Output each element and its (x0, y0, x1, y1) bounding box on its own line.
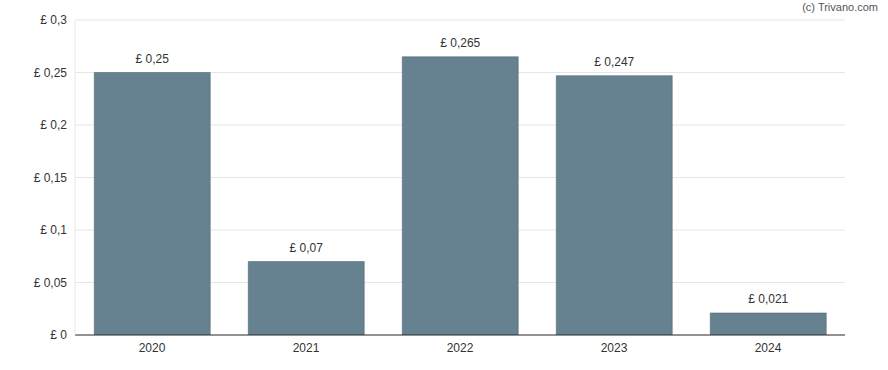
svg-text:£ 0,247: £ 0,247 (594, 55, 634, 69)
svg-text:2023: 2023 (601, 341, 628, 355)
svg-text:£ 0,05: £ 0,05 (34, 276, 68, 290)
svg-text:2022: 2022 (447, 341, 474, 355)
svg-text:£ 0,1: £ 0,1 (40, 223, 67, 237)
svg-text:£ 0,3: £ 0,3 (40, 13, 67, 27)
svg-text:£ 0,021: £ 0,021 (748, 292, 788, 306)
svg-text:£ 0,07: £ 0,07 (290, 241, 324, 255)
svg-text:£ 0,25: £ 0,25 (34, 66, 68, 80)
svg-text:£ 0,2: £ 0,2 (40, 118, 67, 132)
svg-text:£ 0,265: £ 0,265 (440, 36, 480, 50)
html-text:(c) Trivano.com: (c) Trivano.com (802, 1, 878, 13)
svg-text:2020: 2020 (139, 341, 166, 355)
svg-text:2021: 2021 (293, 341, 320, 355)
svg-text:2024: 2024 (755, 341, 782, 355)
svg-text:£ 0,15: £ 0,15 (34, 171, 68, 185)
svg-text:£ 0,25: £ 0,25 (136, 52, 170, 66)
svg-text:£ 0: £ 0 (50, 328, 67, 342)
